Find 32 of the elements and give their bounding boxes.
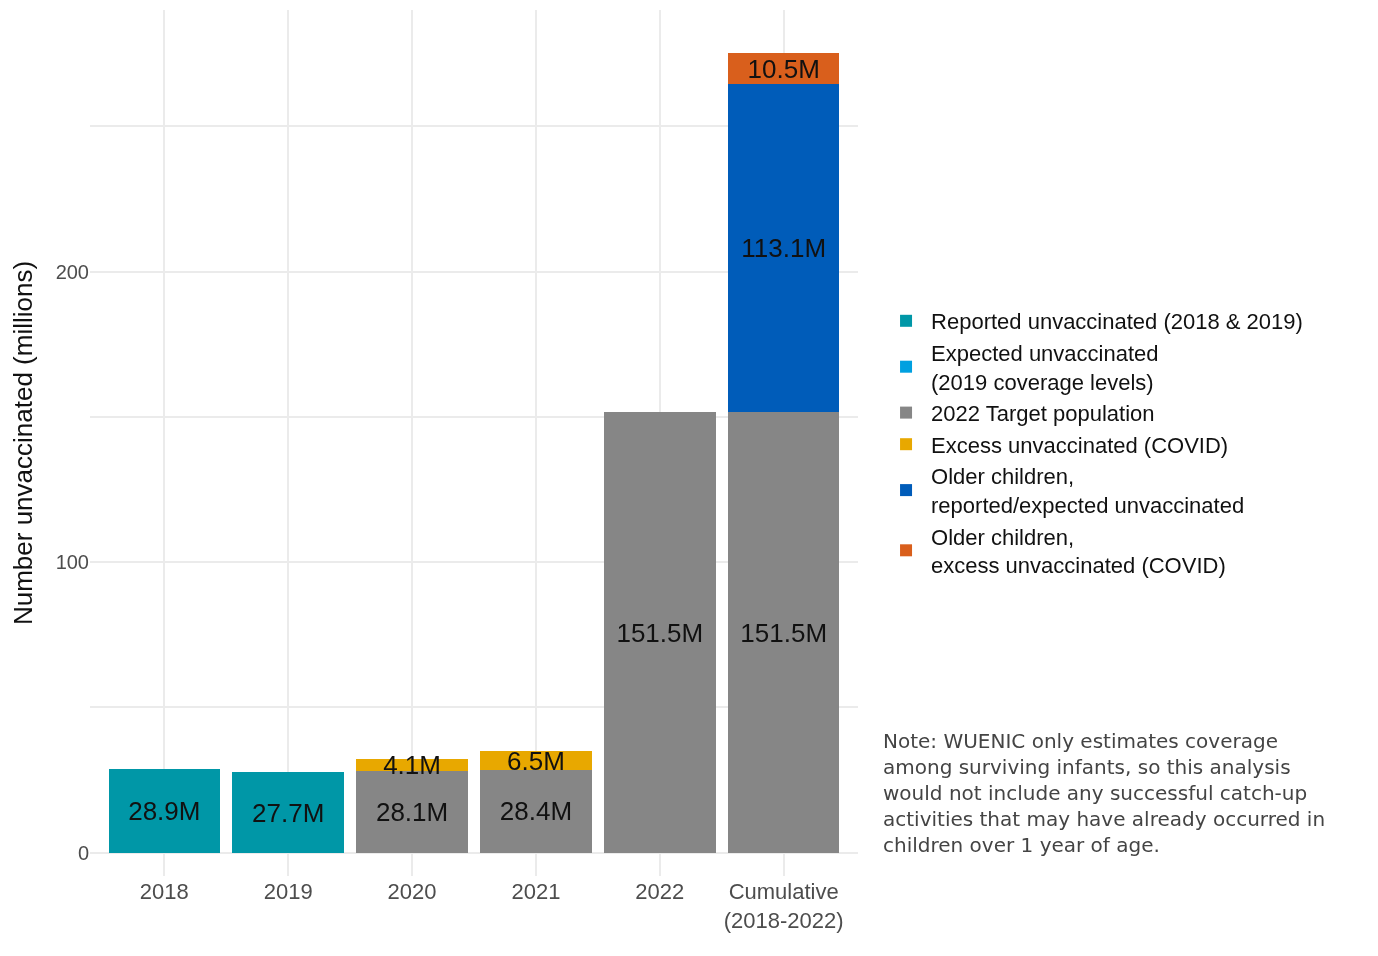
legend-label: 2022 Target population bbox=[931, 401, 1155, 427]
data-label: 151.5M bbox=[740, 617, 828, 648]
bar bbox=[480, 770, 592, 853]
y-tick-label: 100 bbox=[55, 551, 89, 574]
y-tick-label: 200 bbox=[55, 260, 89, 283]
data-label: 113.1M bbox=[741, 233, 827, 264]
data-label: 6.5M bbox=[507, 745, 565, 776]
y-tick-label: 0 bbox=[77, 841, 89, 864]
x-tick-label: 2022 bbox=[635, 879, 685, 904]
data-label: 28.4M bbox=[499, 796, 573, 827]
data-label: 10.5M bbox=[747, 53, 820, 84]
legend-label: Older children, excess unvaccinated (COVID) bbox=[931, 524, 1226, 579]
x-tick-label: Cumulative (2018-2022) bbox=[723, 879, 844, 933]
data-label: 28.1M bbox=[375, 796, 449, 827]
legend-label: Reported unvaccinated (2018 & 2019) bbox=[931, 309, 1303, 335]
legend-label: Older children, reported/expected unvaccinated bbox=[931, 464, 1245, 518]
x-tick-label: 2020 bbox=[387, 879, 437, 904]
bar bbox=[232, 772, 344, 853]
bar bbox=[727, 412, 840, 853]
legend-label: Expected unvaccinated (2019 coverage levels) bbox=[931, 340, 1159, 395]
bar bbox=[727, 83, 840, 413]
data-label: 27.7M bbox=[252, 797, 325, 828]
data-label: 151.5M bbox=[616, 617, 704, 648]
x-tick-label: 2018 bbox=[139, 879, 189, 904]
data-label: 28.9M bbox=[128, 795, 201, 826]
text: Note: WUENIC only estimates coverage among surviving infants, so this analysis would not include any successful catch-up activities that may have already occurred in children over 1 year of age. bbox=[883, 729, 1326, 857]
bar bbox=[108, 768, 221, 853]
y-axis-title: Number unvaccinated (millions) bbox=[8, 260, 39, 626]
legend-label: Excess unvaccinated (COVID) bbox=[931, 432, 1229, 458]
bar bbox=[604, 412, 716, 853]
x-tick-label: 2019 bbox=[263, 879, 313, 904]
x-tick-label: 2021 bbox=[511, 879, 561, 904]
